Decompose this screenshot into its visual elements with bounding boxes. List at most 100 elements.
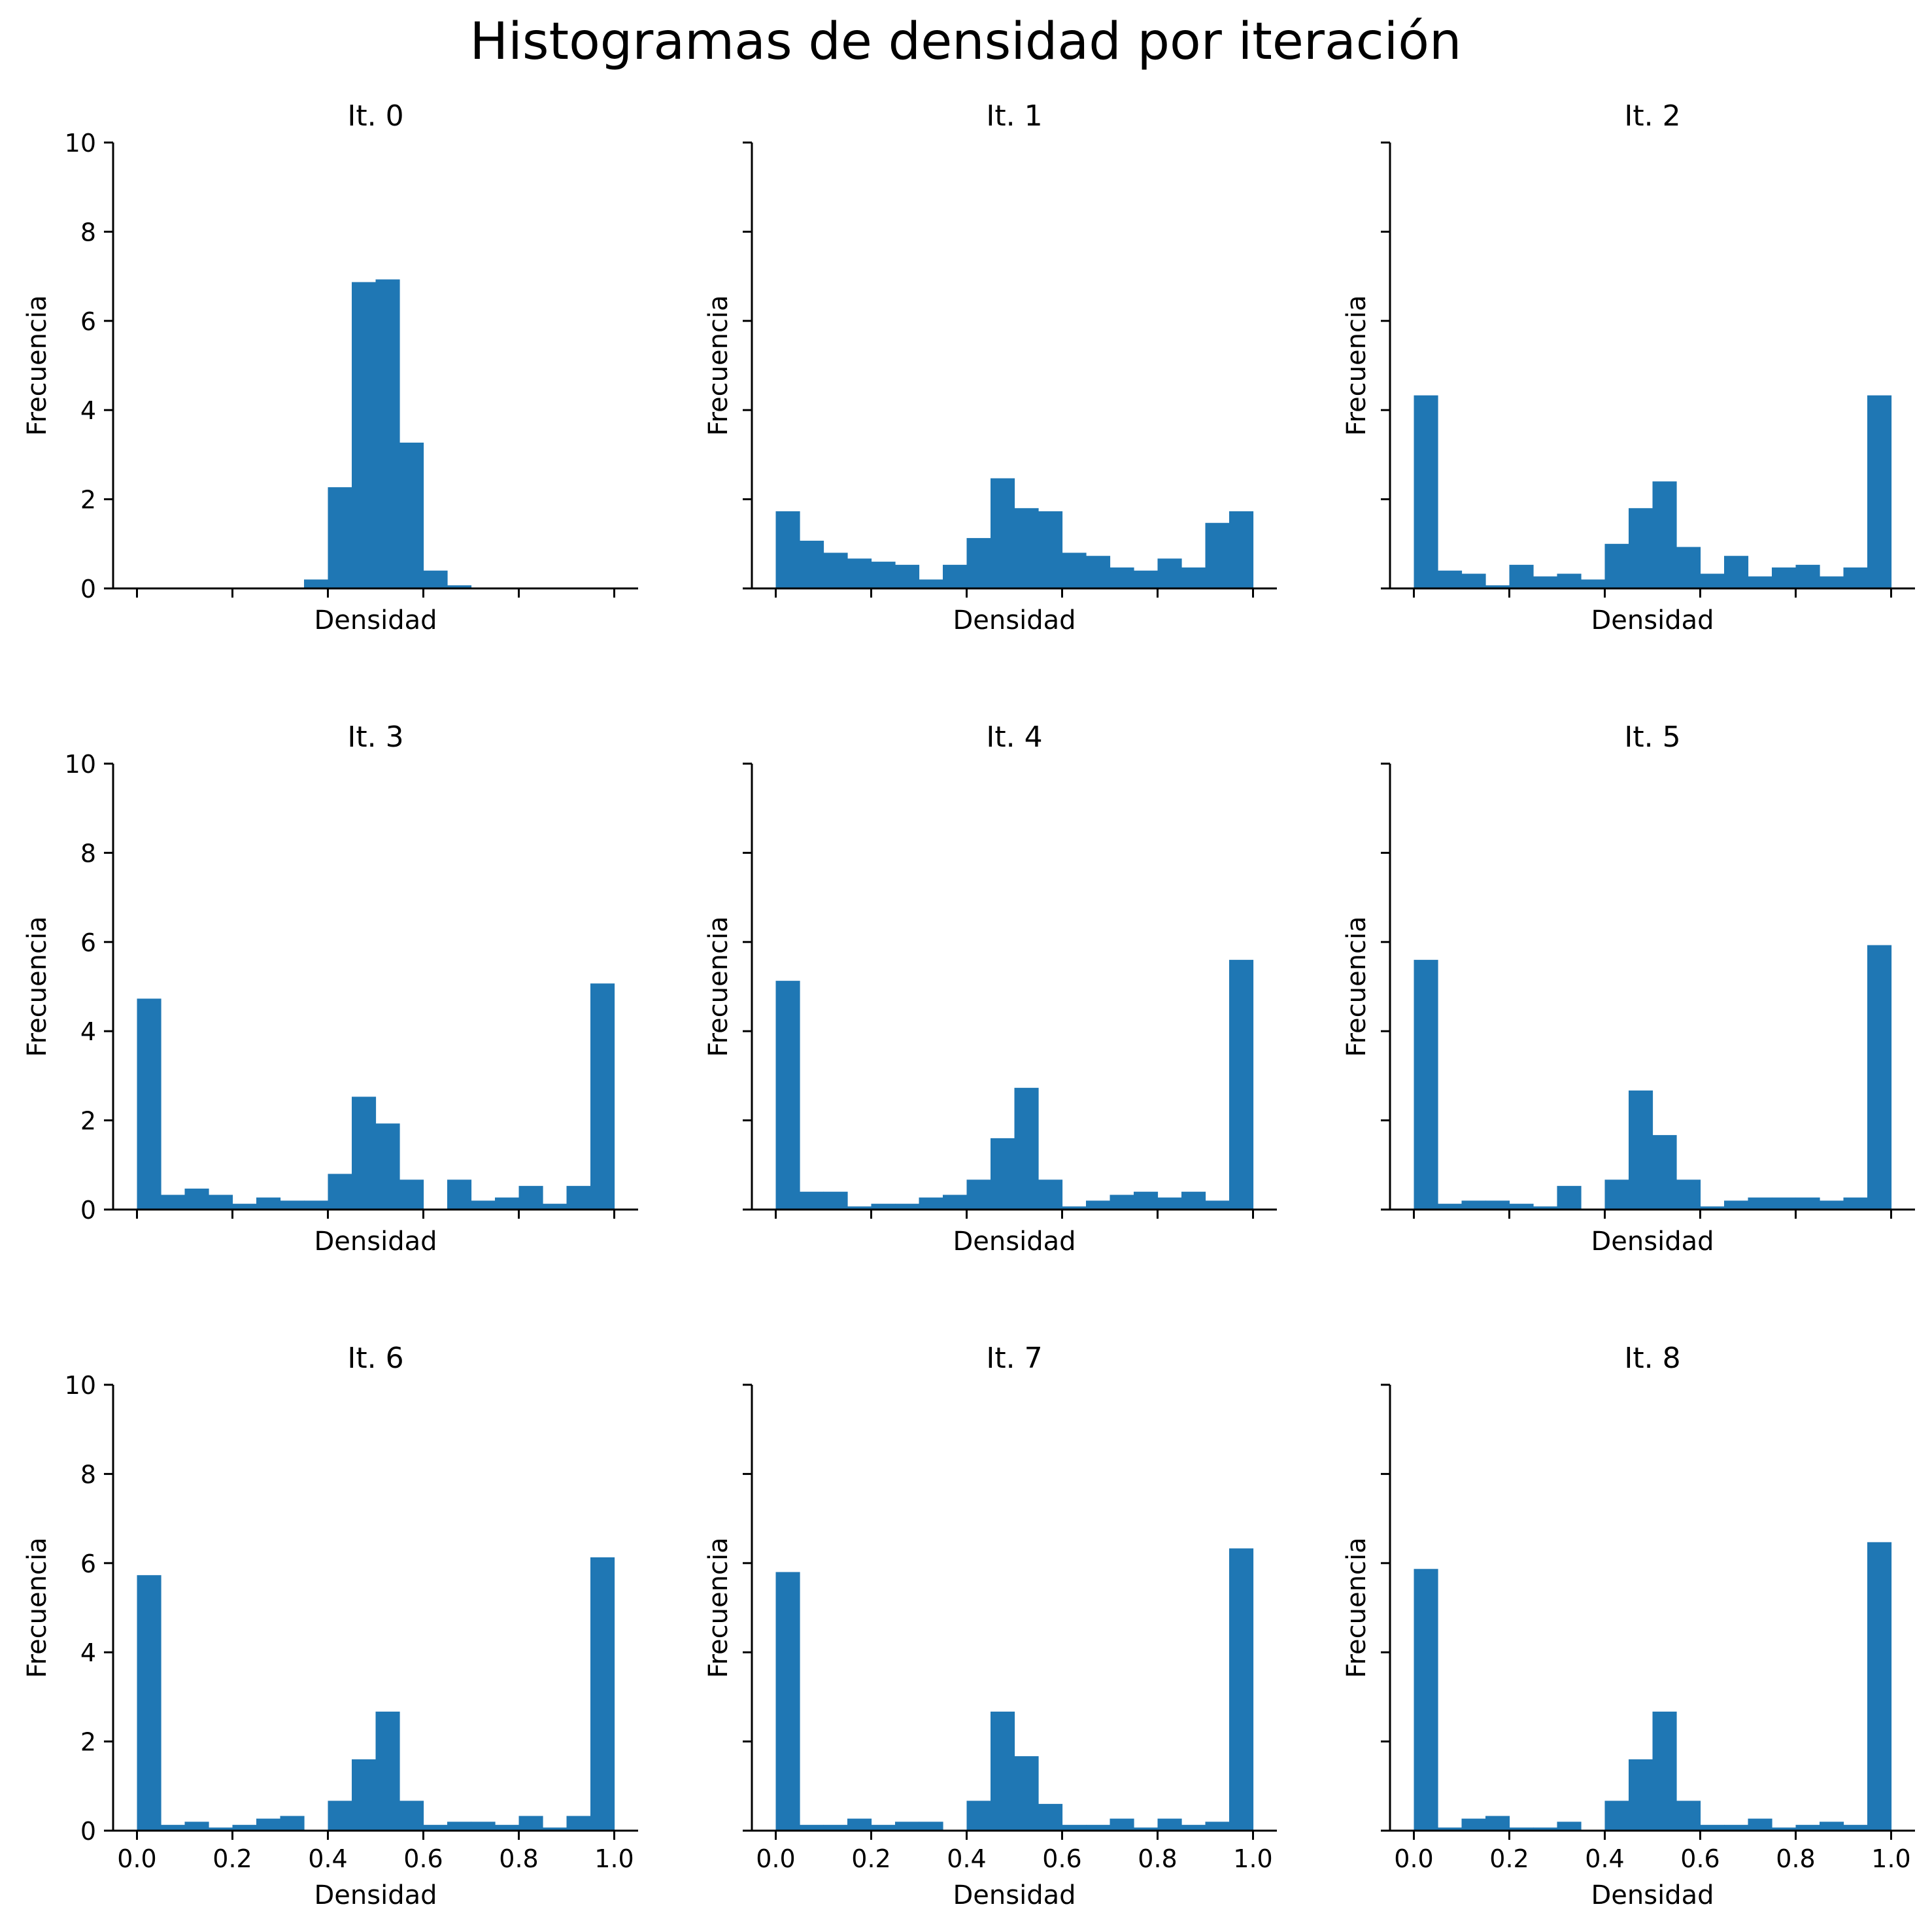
- y-axis-label: Frecuencia: [22, 916, 52, 1057]
- histogram-bar: [328, 487, 352, 588]
- x-axis-label: Densidad: [314, 1227, 437, 1257]
- histogram-panel: It. 4 Densidad Frecuencia: [703, 720, 1277, 1257]
- histogram-bar: [919, 579, 943, 588]
- y-tick-label: 0: [80, 1817, 96, 1846]
- histogram-bar: [1843, 1825, 1868, 1831]
- y-tick-label: 10: [65, 129, 96, 158]
- histogram-bar: [232, 1825, 257, 1831]
- histogram-bar: [1181, 1191, 1206, 1210]
- histogram-bar: [800, 1825, 824, 1831]
- histogram-bar: [1557, 1185, 1582, 1210]
- histogram-bar: [1700, 573, 1725, 588]
- histogram-bar: [1205, 1200, 1230, 1210]
- histogram-panel: 0.0 0.2 0.4 0.6 0.8 1.0 It. 7 Densidad Frecuenci…: [703, 1342, 1277, 1910]
- histogram-bar: [280, 1816, 305, 1831]
- histogram-bar: [847, 1206, 872, 1210]
- histogram-bar: [1604, 543, 1629, 588]
- histogram-bar: [1014, 1087, 1039, 1210]
- histogram-bar: [1157, 1818, 1182, 1831]
- x-tick-label: 0.6: [403, 1844, 443, 1873]
- histogram-bar: [1724, 1825, 1749, 1831]
- histogram-bar: [1134, 1827, 1159, 1831]
- histogram-bar: [1867, 395, 1892, 588]
- histogram-bar: [137, 998, 161, 1210]
- histogram-bar: [1438, 570, 1463, 588]
- y-tick-label: 6: [80, 307, 96, 336]
- histogram-bar: [1820, 576, 1844, 588]
- x-tick-label: 0.2: [212, 1844, 252, 1873]
- y-tick-label: 8: [80, 218, 96, 246]
- histogram-bar: [1652, 1711, 1677, 1831]
- x-axis-label: Densidad: [953, 1227, 1076, 1257]
- x-tick-label: 0.8: [499, 1844, 538, 1873]
- histogram-bar: [1134, 570, 1159, 588]
- histogram-bar: [1557, 1822, 1582, 1831]
- histogram-bar: [304, 579, 329, 588]
- histogram-bar: [1676, 547, 1701, 588]
- y-axis-label: Frecuencia: [1342, 1537, 1372, 1678]
- histogram-bar: [256, 1818, 281, 1831]
- panel-title: It. 5: [1624, 720, 1680, 754]
- histogram-bar: [590, 1557, 615, 1831]
- histogram-bar: [1157, 1197, 1182, 1210]
- histogram-bar: [518, 1185, 543, 1210]
- histogram-bar: [871, 562, 896, 588]
- histogram-bar: [1629, 1759, 1653, 1831]
- histogram-bar: [471, 1200, 496, 1210]
- histogram-bar: [471, 1822, 496, 1831]
- x-tick-label: 0.4: [308, 1844, 347, 1873]
- histogram-bar: [871, 1204, 896, 1210]
- histogram-bar: [1700, 1206, 1725, 1210]
- y-tick-label: 4: [80, 1017, 96, 1046]
- histogram-bar: [1461, 1200, 1486, 1210]
- histogram-bar: [1795, 564, 1820, 588]
- histogram-bar: [375, 1123, 400, 1210]
- histogram-bar: [447, 585, 472, 588]
- histogram-bar: [1724, 556, 1749, 588]
- histogram-bar: [1652, 1135, 1677, 1210]
- y-tick-label: 10: [65, 750, 96, 779]
- histogram-bar: [495, 1197, 520, 1210]
- panel-title: It. 6: [347, 1342, 403, 1375]
- histogram-bar: [1509, 564, 1534, 588]
- histogram-bar: [1014, 508, 1039, 588]
- histogram-bar: [1110, 1195, 1134, 1210]
- histogram-bar: [1038, 511, 1063, 588]
- y-axis-label: Frecuencia: [1342, 916, 1372, 1057]
- histogram-bar: [232, 1204, 257, 1210]
- y-tick-label: 6: [80, 928, 96, 957]
- histogram-bar: [352, 282, 377, 588]
- histogram-panel: It. 5 Densidad Frecuencia: [1342, 720, 1915, 1257]
- histogram-bar: [1724, 1200, 1749, 1210]
- x-tick-label: 0.0: [1394, 1844, 1433, 1873]
- histogram-bar: [304, 1200, 329, 1210]
- histogram-bar: [1629, 1090, 1653, 1210]
- histogram-bar: [1461, 1818, 1486, 1831]
- histogram-bar: [1229, 1548, 1254, 1831]
- histogram-bar: [352, 1096, 377, 1210]
- x-tick-label: 0.8: [1776, 1844, 1815, 1873]
- histogram-bar: [1438, 1204, 1463, 1210]
- histogram-bar: [1229, 960, 1254, 1210]
- histogram-bar: [518, 1816, 543, 1831]
- y-axis-label: Frecuencia: [703, 1537, 734, 1678]
- histogram-bar: [447, 1179, 472, 1210]
- histogram-bar: [1157, 558, 1182, 588]
- histogram-bar: [161, 1195, 186, 1210]
- histogram-bar: [1110, 1818, 1134, 1831]
- x-axis-label: Densidad: [1591, 1880, 1714, 1910]
- histogram-bar: [423, 1825, 448, 1831]
- histogram-bar: [352, 1759, 377, 1831]
- histogram-bar: [1110, 567, 1134, 588]
- histogram-bar: [1820, 1200, 1844, 1210]
- histogram-bar: [895, 1822, 920, 1831]
- histogram-bar: [1629, 508, 1653, 588]
- histogram-bar: [209, 1827, 233, 1831]
- histogram-bar: [871, 1825, 896, 1831]
- y-tick-label: 2: [80, 486, 96, 515]
- histogram-bar: [800, 541, 824, 588]
- histogram-bar: [1676, 1801, 1701, 1831]
- histogram-bar: [1086, 1200, 1111, 1210]
- histogram-bar: [1014, 1756, 1039, 1831]
